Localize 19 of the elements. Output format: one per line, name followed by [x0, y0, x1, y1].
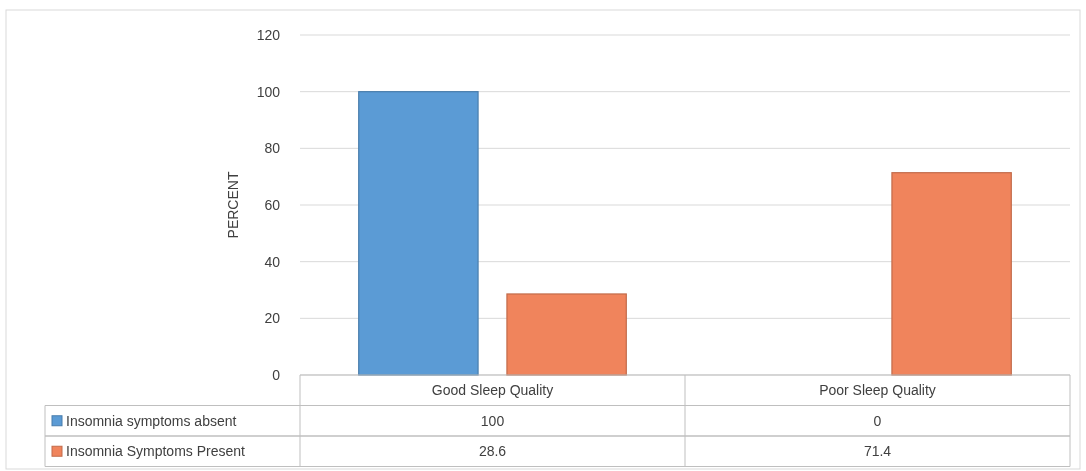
y-tick-label: 20	[264, 310, 281, 327]
bar	[891, 172, 1012, 376]
y-tick-label: 100	[256, 83, 281, 100]
legend-label: Insomnia symptoms absent	[66, 412, 237, 429]
x-tick-label: Poor Sleep Quality	[819, 382, 936, 399]
bar	[358, 91, 479, 376]
legend-label: Insomnia Symptoms Present	[66, 443, 246, 460]
y-tick-label: 80	[264, 140, 281, 157]
bar	[506, 293, 627, 376]
data-label: 71.4	[863, 443, 892, 460]
x-tick-label: Good Sleep Quality	[431, 382, 554, 399]
y-tick-label: 40	[264, 253, 281, 270]
data-label: 0	[873, 412, 882, 429]
y-tick-label: 0	[272, 366, 281, 383]
y-tick-label: 60	[264, 196, 281, 213]
y-axis-title: PERCENT	[225, 171, 241, 239]
data-label: 100	[480, 412, 505, 429]
y-tick-label: 120	[256, 26, 281, 43]
data-label: 28.6	[478, 443, 507, 460]
